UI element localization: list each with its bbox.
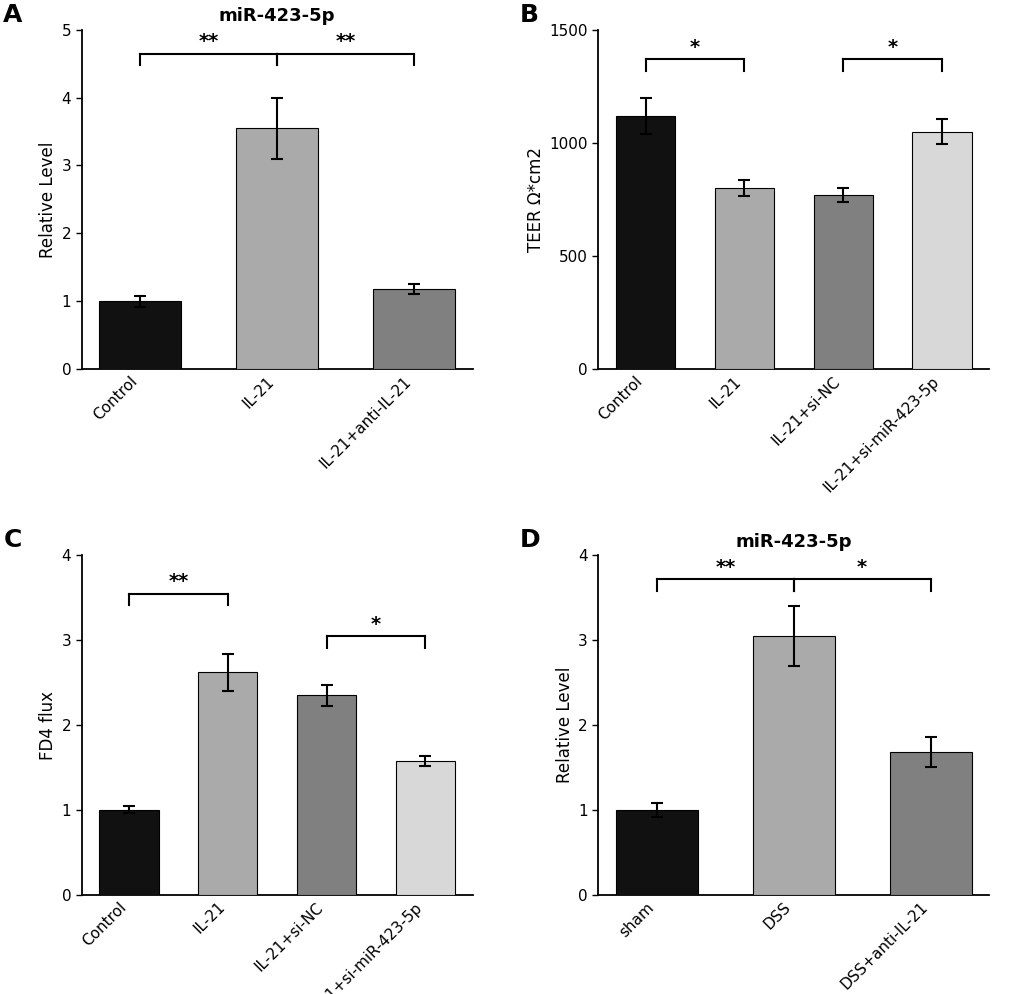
Y-axis label: Relative Level: Relative Level [39, 141, 57, 257]
Text: C: C [3, 529, 21, 553]
Bar [99, 301, 181, 369]
Bar [99, 810, 159, 895]
Bar [373, 289, 454, 369]
Text: B: B [520, 3, 538, 27]
Text: **: ** [335, 32, 356, 51]
Y-axis label: Relative Level: Relative Level [555, 667, 574, 783]
Bar [615, 810, 697, 895]
Text: A: A [3, 3, 22, 27]
Bar [911, 131, 971, 369]
Bar [236, 128, 318, 369]
Title: miR-423-5p: miR-423-5p [219, 8, 335, 26]
Bar [198, 673, 257, 895]
Text: *: * [887, 38, 897, 57]
Bar [752, 636, 834, 895]
Bar [297, 696, 356, 895]
Bar [615, 115, 675, 369]
Y-axis label: TEER Ω*cm2: TEER Ω*cm2 [527, 147, 544, 251]
Title: miR-423-5p: miR-423-5p [735, 533, 851, 551]
Text: **: ** [714, 558, 735, 577]
Text: D: D [520, 529, 540, 553]
Text: **: ** [168, 573, 189, 591]
Bar [889, 752, 971, 895]
Text: *: * [856, 558, 866, 577]
Text: *: * [371, 614, 381, 633]
Bar [714, 188, 773, 369]
Bar [395, 760, 454, 895]
Text: **: ** [199, 32, 219, 51]
Text: *: * [689, 38, 699, 57]
Bar [813, 195, 872, 369]
Y-axis label: FD4 flux: FD4 flux [39, 691, 57, 759]
